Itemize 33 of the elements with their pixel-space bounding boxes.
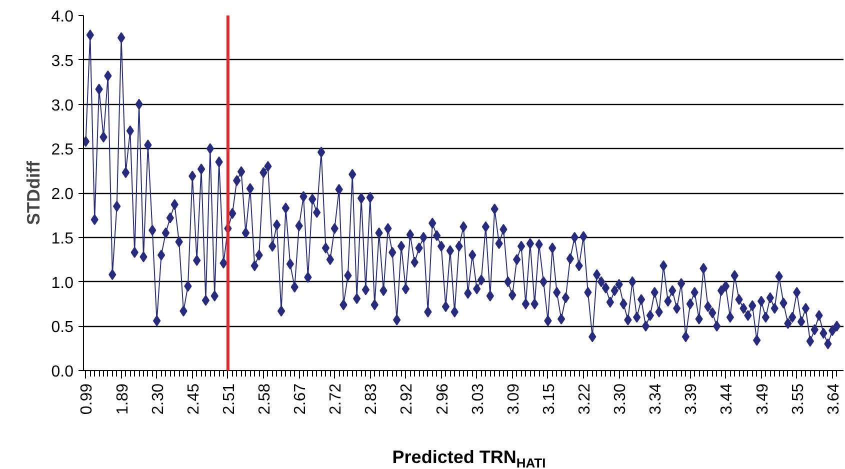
x-tick-label: 3.49 bbox=[754, 383, 772, 415]
y-tick-label: 4.0 bbox=[51, 8, 74, 26]
x-tick-label: 2.92 bbox=[398, 383, 416, 415]
x-tick-label: 3.34 bbox=[648, 383, 665, 415]
x-tick-label: 2.67 bbox=[292, 383, 310, 415]
y-tick-label: 3.0 bbox=[51, 97, 74, 114]
y-tick-label: 0.5 bbox=[51, 319, 74, 336]
y-tick-label: 2.5 bbox=[51, 142, 74, 159]
x-tick-label: 3.03 bbox=[470, 383, 487, 415]
y-axis-title: STDdiff bbox=[23, 160, 44, 225]
x-tick-label: 3.64 bbox=[825, 383, 842, 415]
x-tick-label: 3.44 bbox=[718, 383, 736, 415]
x-tick-label: 3.39 bbox=[683, 383, 700, 415]
x-tick-label: 1.89 bbox=[114, 383, 132, 415]
x-tick-label: 2.30 bbox=[150, 383, 167, 415]
x-tick-label: 0.99 bbox=[78, 383, 96, 415]
y-tick-label: 0.0 bbox=[51, 364, 74, 380]
x-tick-label: 3.22 bbox=[576, 383, 594, 415]
x-tick-label: 2.51 bbox=[220, 383, 238, 415]
x-tick-label: 2.58 bbox=[256, 383, 274, 415]
y-tick-label: 3.5 bbox=[51, 52, 74, 70]
x-axis-title: Predicted TRN$_{HATI}$ bbox=[391, 446, 547, 469]
x-tick-label: 3.09 bbox=[505, 383, 522, 415]
x-tick-label: 2.72 bbox=[328, 383, 345, 415]
y-tick-label: 1.0 bbox=[51, 274, 74, 292]
x-tick-label: 2.45 bbox=[185, 383, 202, 415]
y-tick-label: 2.0 bbox=[51, 186, 74, 203]
x-tick-label: 3.15 bbox=[540, 383, 558, 415]
y-tick-label: 1.5 bbox=[51, 230, 74, 248]
x-tick-label: 2.96 bbox=[434, 383, 452, 415]
x-tick-label: 2.83 bbox=[363, 383, 380, 415]
x-tick-label: 3.30 bbox=[612, 383, 630, 415]
x-tick-label: 3.55 bbox=[790, 383, 807, 415]
